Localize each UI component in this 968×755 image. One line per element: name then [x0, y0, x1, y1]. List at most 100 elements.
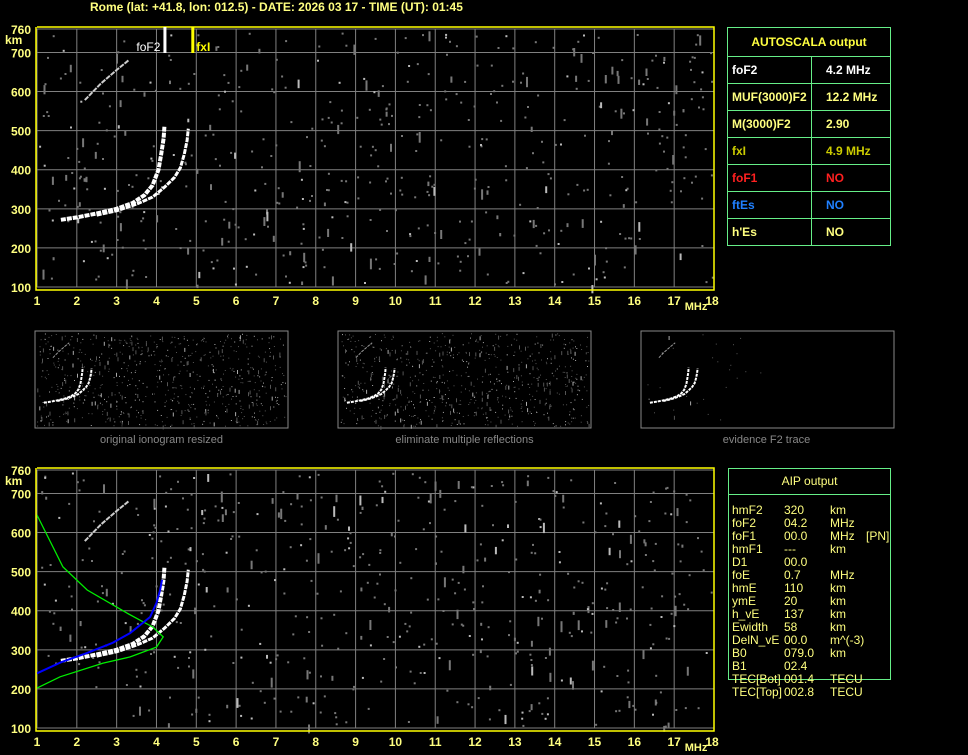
noise-echo	[605, 620, 608, 628]
aip-unit: MHz	[830, 529, 855, 543]
noise-echo	[600, 102, 603, 109]
noise-echo	[401, 135, 403, 137]
noise-echo	[116, 189, 119, 192]
y-tick-label: 300	[11, 203, 31, 217]
noise-echo	[265, 421, 267, 423]
noise-echo	[50, 419, 52, 421]
noise-echo	[253, 233, 256, 236]
noise-echo	[426, 104, 429, 107]
noise-echo	[143, 604, 146, 607]
noise-echo	[544, 404, 546, 406]
noise-echo	[492, 345, 494, 347]
noise-echo	[530, 659, 533, 661]
noise-echo	[479, 349, 481, 351]
noise-echo	[392, 641, 395, 644]
noise-echo	[228, 357, 230, 359]
noise-echo	[459, 220, 461, 223]
noise-echo	[369, 181, 372, 184]
noise-echo	[373, 91, 376, 94]
noise-echo	[346, 215, 349, 218]
noise-echo	[350, 243, 353, 252]
noise-echo	[465, 388, 466, 390]
noise-echo	[360, 382, 362, 384]
noise-echo	[626, 563, 629, 566]
noise-echo	[496, 357, 498, 358]
noise-echo	[705, 652, 708, 654]
noise-echo	[152, 145, 155, 148]
noise-echo	[618, 709, 621, 712]
noise-echo	[453, 408, 455, 413]
noise-echo	[684, 707, 687, 710]
noise-echo	[216, 259, 219, 262]
noise-echo	[493, 383, 495, 385]
noise-echo	[142, 410, 144, 414]
noise-echo	[433, 412, 435, 414]
noise-echo	[470, 486, 473, 489]
noise-echo	[260, 368, 262, 370]
aip-row: ymE 20 km	[732, 595, 892, 608]
noise-echo	[257, 355, 259, 357]
noise-echo	[384, 490, 387, 493]
noise-echo	[348, 526, 350, 531]
noise-echo	[217, 417, 219, 419]
noise-echo	[285, 40, 288, 43]
noise-echo	[82, 338, 84, 340]
noise-echo	[238, 389, 240, 394]
noise-echo	[342, 334, 343, 336]
noise-echo	[92, 343, 94, 345]
noise-echo	[69, 64, 72, 73]
noise-echo	[390, 143, 392, 152]
noise-echo	[588, 360, 590, 362]
noise-echo	[375, 334, 376, 335]
noise-echo	[538, 352, 540, 354]
noise-echo	[477, 407, 479, 409]
noise-echo	[554, 426, 556, 427]
noise-echo	[391, 350, 393, 351]
noise-echo	[487, 420, 489, 422]
noise-echo	[201, 387, 202, 389]
noise-echo	[250, 717, 253, 720]
noise-echo	[150, 157, 153, 160]
noise-echo	[668, 336, 670, 340]
noise-echo	[496, 101, 498, 104]
noise-echo	[167, 389, 169, 391]
noise-echo	[143, 211, 146, 214]
noise-echo	[224, 90, 226, 93]
noise-echo	[390, 370, 392, 372]
noise-echo	[77, 358, 79, 360]
noise-echo	[434, 481, 437, 491]
noise-echo	[377, 425, 379, 427]
noise-echo	[145, 424, 147, 426]
noise-echo	[123, 413, 125, 414]
noise-echo	[509, 397, 511, 399]
noise-echo	[106, 257, 109, 260]
noise-echo	[563, 347, 565, 349]
noise-echo	[545, 402, 547, 404]
noise-echo	[415, 548, 418, 551]
noise-echo	[228, 403, 230, 405]
noise-echo	[585, 360, 587, 362]
noise-echo	[560, 143, 562, 146]
noise-echo	[162, 603, 165, 606]
aip-label: TEC[Top]	[732, 685, 783, 699]
noise-echo	[47, 115, 50, 117]
noise-echo	[242, 339, 244, 344]
noise-echo	[280, 508, 283, 520]
noise-echo	[480, 335, 482, 337]
noise-echo	[226, 408, 228, 413]
noise-echo	[577, 620, 580, 631]
noise-echo	[417, 358, 419, 360]
noise-echo	[626, 187, 629, 190]
noise-echo	[239, 337, 241, 339]
noise-echo	[521, 361, 523, 363]
autoscala-row-muf3000f2: MUF(3000)F2 12.2 MHz	[728, 84, 890, 111]
noise-echo	[144, 671, 147, 674]
noise-echo	[239, 375, 241, 377]
noise-echo	[697, 537, 699, 540]
noise-echo	[369, 336, 371, 338]
noise-echo	[202, 522, 205, 525]
noise-echo	[390, 532, 393, 537]
noise-echo	[188, 355, 190, 357]
noise-echo	[481, 504, 484, 507]
noise-echo	[245, 265, 248, 268]
